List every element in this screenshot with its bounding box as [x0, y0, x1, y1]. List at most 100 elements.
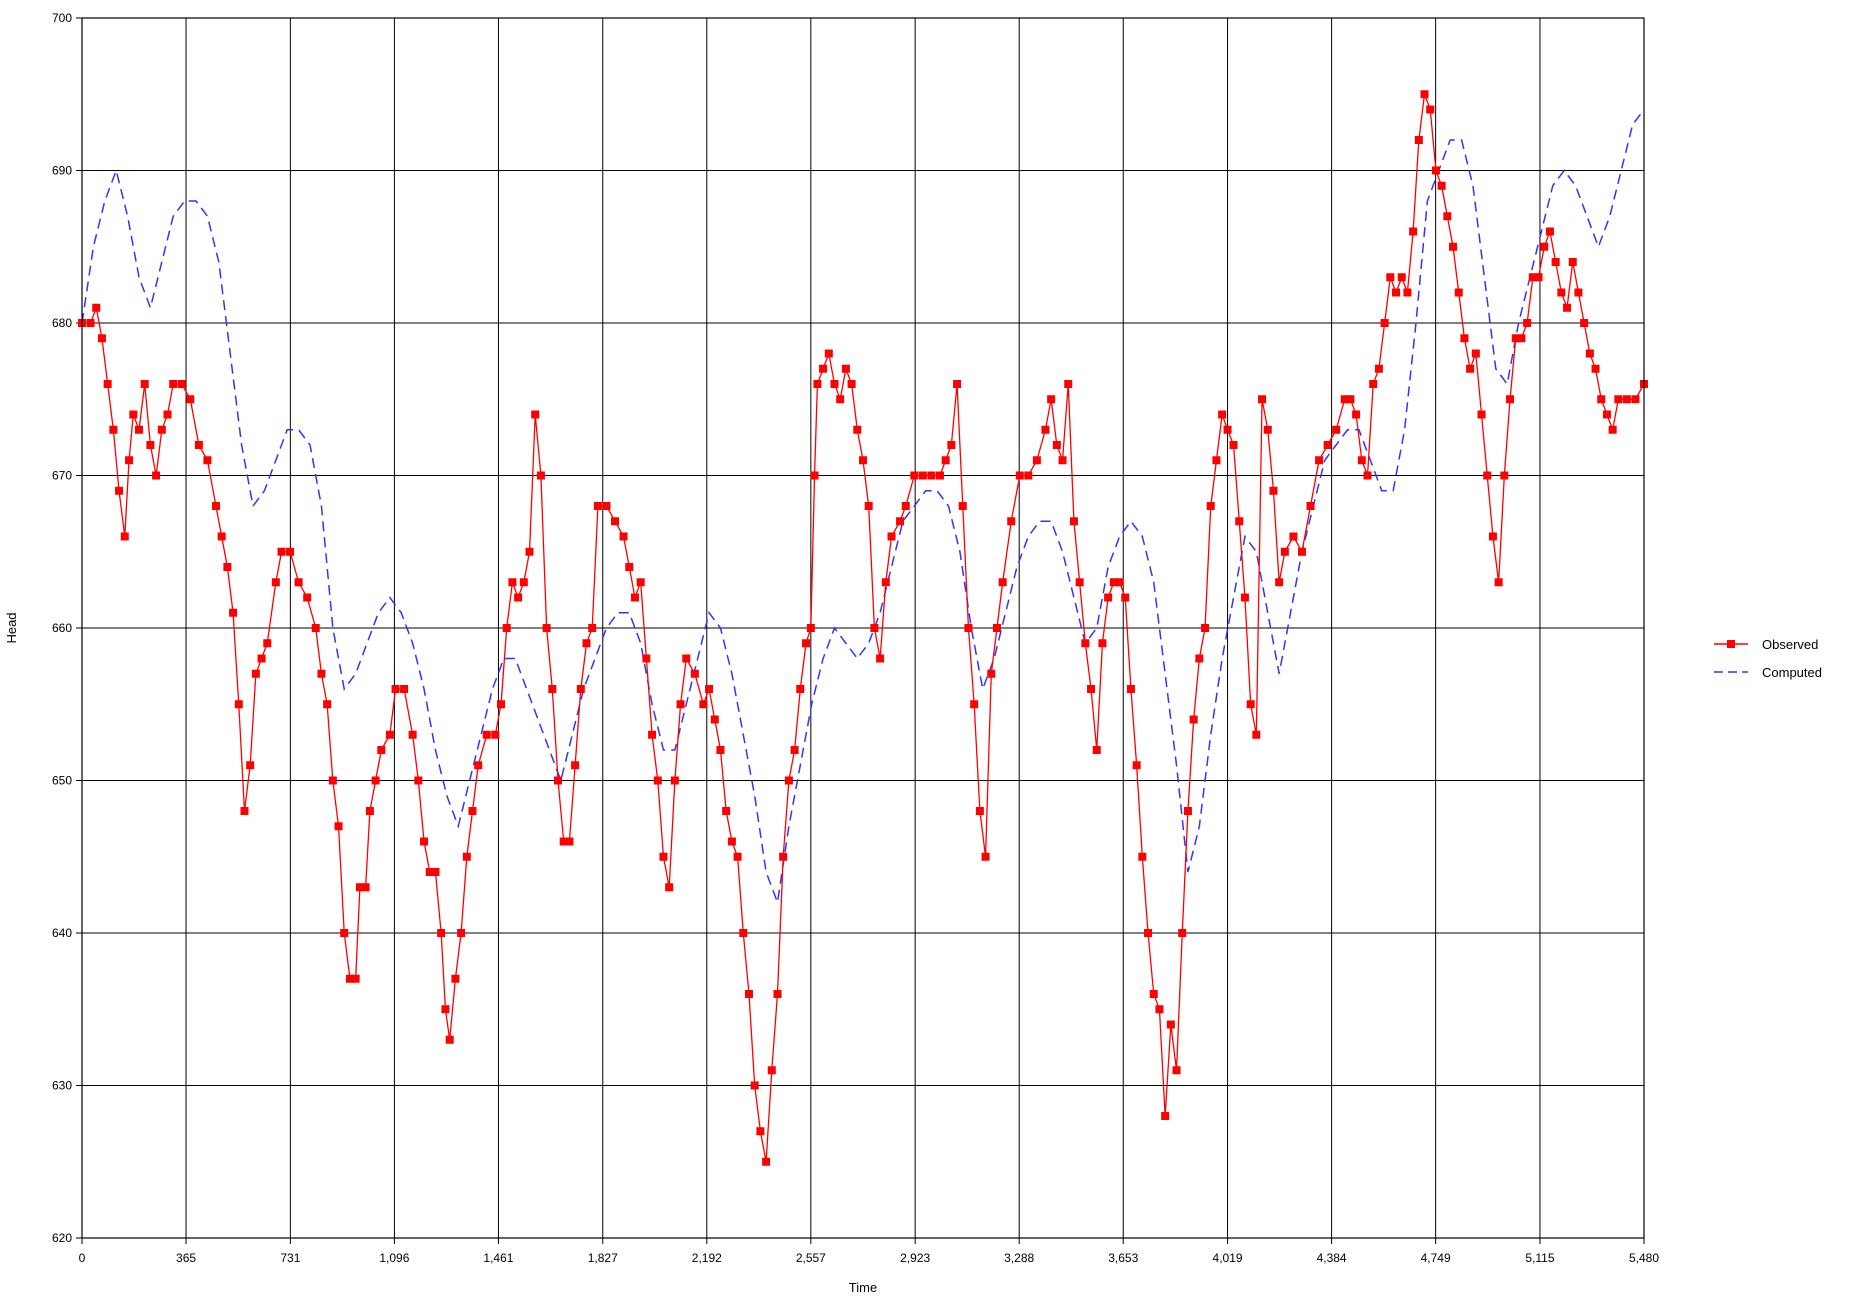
observed-point [690, 669, 699, 678]
observed-point [355, 883, 364, 892]
observed-point [385, 730, 394, 739]
observed-point [1523, 319, 1532, 327]
observed-point [1246, 700, 1255, 709]
observed-point [1087, 685, 1096, 693]
observed-point [1258, 395, 1267, 404]
x-tick-label: 1,461 [483, 1251, 513, 1265]
observed-point [554, 776, 563, 785]
observed-point [152, 471, 161, 480]
observed-point [1024, 471, 1033, 480]
observed-point [294, 578, 303, 587]
observed-point [927, 471, 936, 480]
observed-point [630, 593, 639, 602]
observed-point [941, 456, 950, 465]
x-tick-label: 365 [176, 1251, 196, 1265]
observed-point [129, 410, 138, 419]
observed-point [317, 669, 326, 678]
plot-border [81, 17, 1645, 1239]
observed-point [1252, 730, 1261, 739]
observed-point [819, 364, 828, 373]
observed-point [441, 1005, 450, 1014]
observed-point [400, 685, 409, 693]
observed-point [491, 730, 500, 739]
observed-point [468, 807, 477, 815]
observed-point [739, 929, 748, 937]
observed-point [648, 730, 657, 739]
observed-point [361, 883, 370, 892]
observed-point [1622, 395, 1631, 404]
x-tick-label: 4,749 [1421, 1251, 1451, 1265]
observed-point [163, 410, 172, 419]
observed-point [157, 425, 166, 434]
observed-point [311, 624, 320, 632]
observed-point [323, 700, 332, 709]
x-tick-label: 0 [79, 1251, 86, 1265]
legend: Observed Computed [1714, 637, 1822, 680]
observed-point [1178, 929, 1187, 937]
observed-point [810, 471, 819, 480]
observed-point [1511, 334, 1520, 343]
observed-point [801, 639, 810, 648]
computed-line [81, 109, 1645, 906]
observed-point [365, 807, 374, 815]
observed-point [602, 502, 611, 510]
observed-point [722, 807, 731, 815]
observed-point [1007, 517, 1016, 526]
observed-point [497, 700, 506, 709]
observed-point [565, 837, 574, 846]
observed-point [474, 761, 483, 770]
observed-point [1403, 288, 1412, 297]
observed-point [203, 456, 212, 465]
observed-point [1420, 90, 1429, 99]
observed-point [431, 868, 440, 876]
observed-point [391, 685, 400, 693]
observed-point [1574, 288, 1583, 297]
observed-point [1332, 425, 1341, 434]
observed-point [462, 852, 471, 861]
observed-point [964, 624, 973, 632]
x-tick-label: 4,384 [1317, 1251, 1347, 1265]
observed-point [1201, 624, 1210, 632]
x-tick-label: 3,653 [1108, 1251, 1138, 1265]
observed-point [1115, 578, 1124, 587]
observed-point [1392, 288, 1401, 297]
x-tick-label: 731 [280, 1251, 300, 1265]
observed-point [508, 578, 517, 587]
observed-point [1144, 929, 1153, 937]
observed-point [953, 380, 962, 388]
observed-point [457, 929, 466, 937]
observed-point [217, 532, 226, 541]
observed-point [670, 776, 679, 785]
observed-point [1466, 364, 1475, 373]
observed-point [876, 654, 885, 663]
observed-point [1483, 471, 1492, 480]
observed-point [303, 593, 312, 602]
observed-point [414, 776, 423, 785]
observed-point [981, 852, 990, 861]
y-axis-ticks: 620 630 640 650 660 670 680 690 700 [52, 11, 82, 1245]
observed-point [841, 364, 850, 373]
observed-point [1081, 639, 1090, 648]
observed-point [611, 517, 620, 526]
observed-point [887, 532, 896, 541]
observed-point [1363, 471, 1372, 480]
observed-point [1058, 456, 1067, 465]
observed-point [1218, 410, 1227, 419]
observed-point [1166, 1020, 1175, 1029]
x-tick-label: 1,096 [379, 1251, 409, 1265]
observed-point [576, 685, 585, 693]
observed-point [146, 441, 155, 449]
x-tick-label: 2,557 [796, 1251, 826, 1265]
observed-point [1357, 456, 1366, 465]
observed-point [682, 654, 691, 663]
observed-point [229, 608, 238, 617]
observed-point [1183, 807, 1192, 815]
observed-point [958, 502, 967, 510]
y-tick-label: 700 [52, 11, 72, 25]
observed-point [1386, 273, 1395, 282]
observed-point [636, 578, 645, 587]
observed-point [169, 380, 178, 388]
x-tick-label: 5,480 [1629, 1251, 1659, 1265]
y-tick-label: 660 [52, 621, 72, 635]
